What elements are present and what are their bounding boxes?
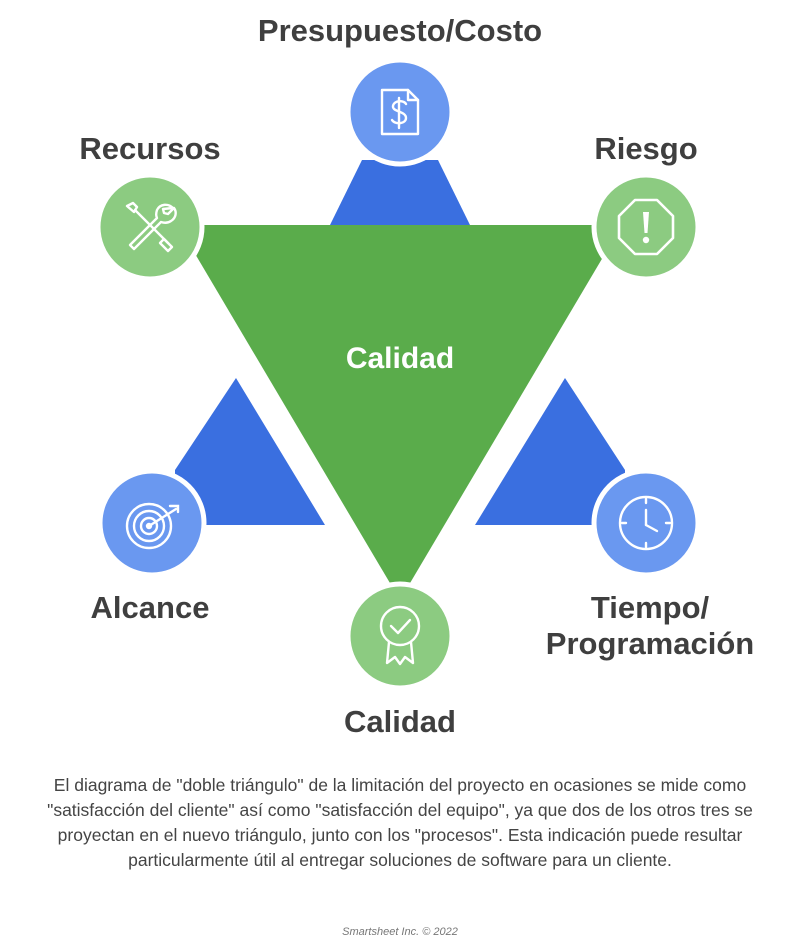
green-inverted-triangle [178, 225, 622, 600]
node-bottom-left-alcance [97, 468, 207, 578]
node-top-right-riesgo [591, 172, 701, 282]
dollar-document-icon [380, 88, 420, 136]
warning-octagon-icon [617, 198, 675, 256]
tools-icon [125, 201, 177, 253]
award-ribbon-icon [379, 605, 421, 666]
node-top-presupuesto [345, 57, 455, 167]
credit-text: Smartsheet Inc. © 2022 [342, 926, 458, 938]
label-alcance: Alcance [90, 590, 210, 625]
blue-triangle-right-piece [475, 378, 625, 525]
label-recursos: Recursos [79, 131, 221, 166]
label-presupuesto-costo: Presupuesto/Costo [257, 13, 543, 48]
blue-triangle-left-piece [175, 378, 325, 525]
label-calidad-bottom: Calidad [344, 704, 456, 739]
node-bottom-calidad [345, 581, 455, 691]
caption-text: El diagrama de "doble triángulo" de la l… [47, 775, 753, 870]
node-bottom-right-tiempo [591, 468, 701, 578]
label-tiempo-line2: Programación [545, 626, 755, 661]
label-tiempo-line1: Tiempo/ [590, 590, 710, 625]
blue-triangle-top-piece [330, 160, 470, 225]
target-icon [125, 502, 180, 550]
label-calidad-center: Calidad [345, 342, 455, 375]
clock-icon [618, 495, 674, 551]
label-riesgo: Riesgo [594, 131, 698, 166]
node-top-left-recursos [95, 172, 205, 282]
